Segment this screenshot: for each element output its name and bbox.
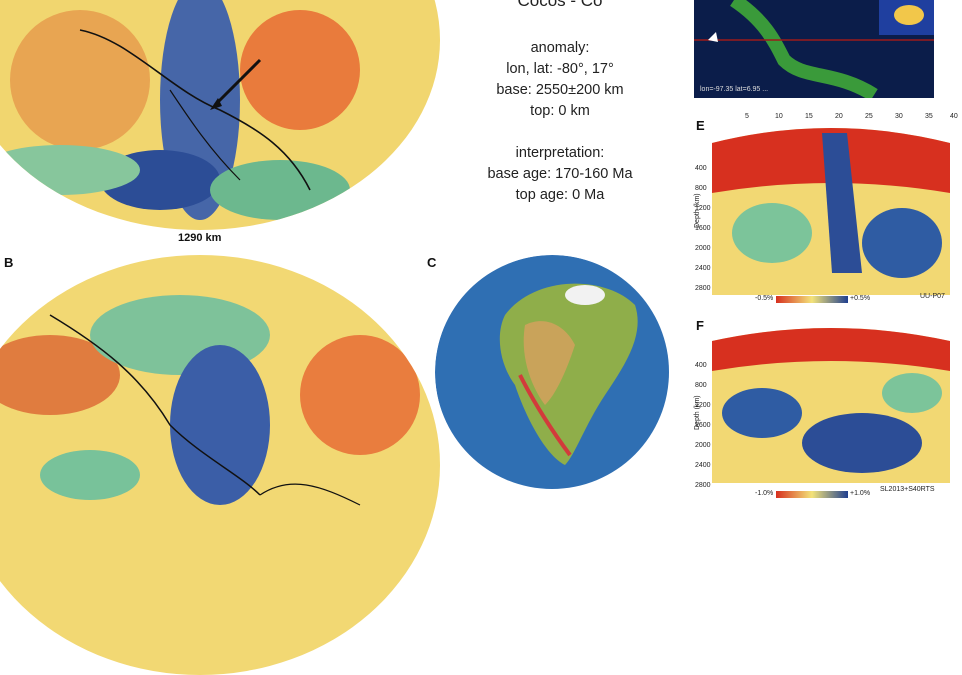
section-f-depth-1600: 1600 <box>695 422 711 429</box>
anomaly-heading: anomaly: <box>530 40 590 56</box>
section-f-depth-400: 400 <box>695 362 707 369</box>
section-f-depth-2400: 2400 <box>695 462 711 469</box>
anomaly-base: base: 2550±200 km <box>496 82 624 98</box>
section-e-ylabel: Depth (km) <box>694 193 701 228</box>
location-map: lon=-97.35 lat=6.95 ... <box>694 0 934 98</box>
section-f-scale-min: -1.0% <box>755 490 774 497</box>
panel-letter-b: B <box>4 255 14 270</box>
panel-letter-e: E <box>696 118 705 133</box>
section-e-depth-800: 800 <box>695 185 707 192</box>
section-f-ylabel: Depth (km) <box>694 395 701 430</box>
section-e-depth-1200: 1200 <box>695 205 711 212</box>
section-e-tick-40: 40 <box>950 113 958 120</box>
section-e-colorbar <box>776 293 848 303</box>
section-e-tick-20: 20 <box>835 113 843 120</box>
section-f-plot <box>712 323 950 483</box>
map-caption: lon=-97.35 lat=6.95 ... <box>700 86 769 93</box>
relief-globe-c <box>435 255 670 490</box>
section-e-plot <box>712 123 950 295</box>
section-e-scale-min: -0.5% <box>755 295 774 302</box>
interpretation-heading: interpretation: <box>515 145 605 161</box>
figure-title: Cocos - Co <box>517 0 603 10</box>
section-f-depth-800: 800 <box>695 382 707 389</box>
section-f-depth-2800: 2800 <box>695 482 711 489</box>
section-e-tick-35: 35 <box>925 113 933 120</box>
section-f-scale-max: +1.0% <box>850 490 871 497</box>
anomaly-lonlat: lon, lat: -80°, 17° <box>506 61 614 77</box>
section-e-depth-2400: 2400 <box>695 265 711 272</box>
section-e-tick-10: 10 <box>775 113 783 120</box>
section-e-depth-400: 400 <box>695 165 707 172</box>
panel-letter-f: F <box>696 318 704 333</box>
section-e-depth-2000: 2000 <box>695 245 711 252</box>
tomography-globe-a <box>0 0 440 230</box>
interpretation-base-age: base age: 170-160 Ma <box>487 166 633 182</box>
tomography-globe-b <box>0 255 440 675</box>
section-e-tick-5: 5 <box>745 113 749 120</box>
section-e-depth-1600: 1600 <box>695 225 711 232</box>
section-e-model: UU-P07 <box>920 293 945 300</box>
section-e-tick-25: 25 <box>865 113 873 120</box>
anomaly-top: top: 0 km <box>530 103 590 119</box>
panel-letter-c: C <box>427 255 437 270</box>
section-f-colorbar <box>776 488 848 498</box>
section-e-depth-2800: 2800 <box>695 285 711 292</box>
section-f-model: SL2013+S40RTS <box>880 486 935 493</box>
interpretation-top-age: top age: 0 Ma <box>515 187 605 203</box>
section-f-depth-2000: 2000 <box>695 442 711 449</box>
panel-a-depth: 1290 km <box>178 232 222 244</box>
section-e-tick-30: 30 <box>895 113 903 120</box>
section-f-depth-1200: 1200 <box>695 402 711 409</box>
section-e-tick-15: 15 <box>805 113 813 120</box>
section-e-scale-max: +0.5% <box>850 295 871 302</box>
